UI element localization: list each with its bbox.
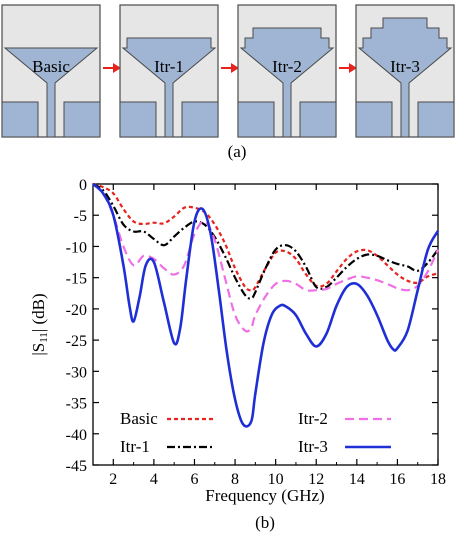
panel-b-caption: (b) — [255, 513, 275, 532]
series-layer — [92, 182, 440, 428]
ground-plane-right — [417, 101, 455, 138]
antenna-itr-1: Itr-1 — [119, 4, 219, 138]
x-tick-label: 14 — [349, 471, 365, 488]
x-tick-label: 16 — [389, 471, 405, 488]
legend-label-itr-1: Itr-1 — [120, 437, 150, 456]
ground-plane-right — [299, 101, 337, 138]
radiator-patch — [3, 47, 99, 138]
series-line-itr-3 — [92, 183, 440, 428]
y-tick-label: -5 — [74, 208, 87, 225]
antenna-evolution-panel: Basic Itr-1 Itr-2 Itr-3 — [1, 4, 455, 138]
arrow-head — [231, 63, 239, 73]
legend: Basic Itr-2 Itr-1 Itr-3 — [120, 409, 391, 456]
x-tick-label: 6 — [190, 471, 198, 488]
ground-plane-right — [181, 101, 219, 138]
series-line-itr-1 — [92, 183, 439, 300]
antenna-basic: Basic — [1, 4, 101, 138]
legend-label-itr-3: Itr-3 — [298, 437, 328, 456]
y-tick-label: -15 — [66, 271, 87, 288]
y-tick-label: -10 — [66, 239, 87, 256]
y-tick-label: -30 — [66, 364, 87, 381]
y-axis-ticks: 0 -5 -10 -15 -20 -25 -30 -35 -40 -45 — [66, 177, 438, 475]
y-axis-label: |S11| (dB) — [29, 293, 50, 355]
legend-label-itr-2: Itr-2 — [298, 409, 328, 428]
antenna-label: Itr-2 — [272, 57, 302, 76]
antenna-label: Itr-3 — [390, 57, 420, 76]
x-axis-label: Frequency (GHz) — [205, 486, 324, 505]
ground-plane-left — [355, 101, 393, 138]
s11-chart: 2 4 6 8 10 12 14 16 18 0 -5 -10 -15 -20 -25 -30 -35 -40 -… — [66, 177, 446, 488]
radiator-patch — [239, 27, 335, 138]
y-tick-label: -20 — [66, 302, 87, 319]
antenna-itr-2: Itr-2 — [237, 4, 337, 138]
x-tick-label: 18 — [430, 471, 446, 488]
series-line-basic — [92, 182, 439, 292]
x-tick-label: 2 — [109, 471, 117, 488]
ground-plane-left — [119, 101, 157, 138]
panel-a-caption: (a) — [228, 142, 247, 161]
ground-plane-left — [1, 101, 39, 138]
arrow-head — [349, 63, 357, 73]
y-tick-label: -40 — [66, 427, 87, 444]
ground-plane-right — [63, 101, 101, 138]
series-line-itr-2 — [92, 183, 439, 333]
x-tick-label: 8 — [231, 471, 239, 488]
radiator-patch — [121, 37, 217, 138]
antenna-label: Basic — [32, 57, 70, 76]
plot-frame — [92, 183, 439, 466]
radiator-patch — [357, 17, 453, 138]
antenna-label: Itr-1 — [154, 57, 184, 76]
x-tick-label: 10 — [268, 471, 284, 488]
y-tick-label: 0 — [79, 177, 87, 194]
antenna-itr-3: Itr-3 — [355, 4, 455, 138]
legend-label-basic: Basic — [120, 409, 158, 428]
x-tick-label: 4 — [150, 471, 158, 488]
x-axis-ticks: 2 4 6 8 10 12 14 16 18 — [92, 184, 446, 488]
y-tick-label: -45 — [66, 458, 87, 475]
arrow-head — [113, 63, 121, 73]
ground-plane-left — [237, 101, 275, 138]
y-tick-label: -25 — [66, 333, 87, 350]
y-tick-label: -35 — [66, 396, 87, 413]
x-tick-label: 12 — [308, 471, 324, 488]
